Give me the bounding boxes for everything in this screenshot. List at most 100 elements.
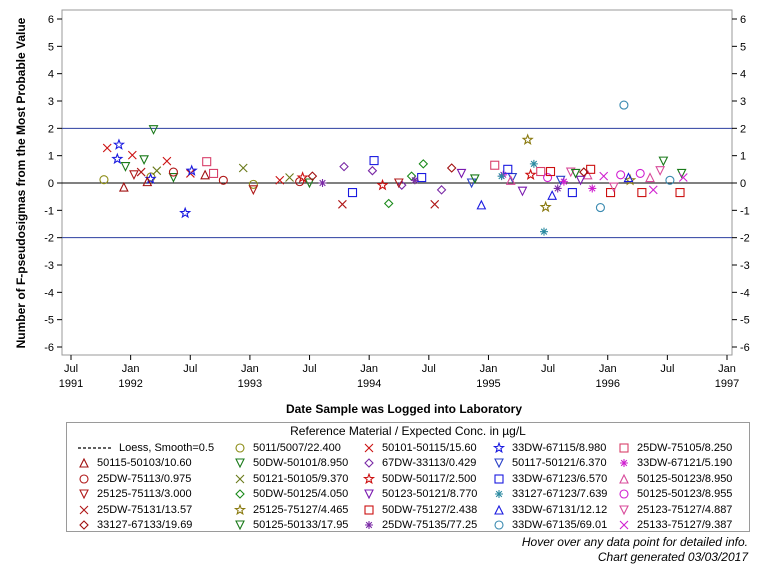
data-point[interactable] — [675, 188, 685, 198]
data-point[interactable] — [338, 199, 347, 209]
data-point[interactable] — [347, 188, 358, 198]
data-point[interactable] — [616, 170, 626, 180]
data-point[interactable] — [456, 168, 467, 179]
data-point[interactable] — [179, 206, 192, 219]
data-point[interactable] — [490, 160, 500, 170]
data-point[interactable] — [503, 164, 513, 174]
x-tick-label-month: Jul — [303, 363, 317, 375]
data-point[interactable] — [367, 165, 378, 176]
data-point[interactable] — [238, 163, 248, 173]
legend-label: 33DW-67131/12.12 — [512, 503, 608, 516]
data-point[interactable] — [285, 173, 294, 182]
data-point[interactable] — [553, 184, 562, 193]
data-point[interactable] — [588, 184, 597, 193]
legend-marker — [494, 458, 504, 469]
data-point[interactable] — [521, 133, 534, 145]
data-point[interactable] — [665, 175, 675, 185]
data-point[interactable] — [148, 125, 159, 135]
data-point[interactable] — [539, 227, 548, 236]
data-point[interactable] — [545, 166, 556, 177]
legend-label: 50121-50105/9.370 — [253, 472, 349, 485]
data-point[interactable] — [99, 175, 109, 185]
data-point[interactable] — [307, 171, 318, 181]
legend-label: 25DW-75105/8.250 — [637, 441, 733, 454]
data-point[interactable] — [605, 188, 616, 198]
data-point[interactable] — [142, 176, 153, 187]
data-point[interactable] — [536, 166, 546, 177]
data-point[interactable] — [645, 172, 655, 183]
data-point[interactable] — [139, 155, 149, 165]
data-point[interactable] — [111, 152, 124, 165]
data-point[interactable] — [648, 185, 658, 195]
data-point[interactable] — [570, 168, 581, 179]
hover-hint: Hover over any data point for detailed i… — [521, 535, 748, 549]
data-point[interactable] — [586, 164, 596, 174]
data-point[interactable] — [543, 172, 553, 183]
data-point[interactable] — [559, 177, 568, 186]
data-point[interactable] — [575, 175, 586, 186]
data-point[interactable] — [658, 156, 669, 167]
legend-item: 50DW-50101/8.950 — [231, 456, 360, 472]
legend: Reference Material / Expected Conc. in µ… — [66, 422, 750, 532]
data-point[interactable] — [200, 169, 210, 180]
data-point[interactable] — [369, 156, 379, 166]
data-point[interactable] — [102, 143, 112, 153]
data-point[interactable] — [623, 172, 634, 183]
data-point[interactable] — [127, 150, 137, 160]
data-point[interactable] — [318, 179, 327, 187]
data-point[interactable] — [599, 171, 609, 181]
data-point[interactable] — [624, 173, 637, 186]
data-point[interactable] — [539, 200, 552, 213]
data-point[interactable] — [168, 172, 179, 183]
data-point[interactable] — [619, 100, 629, 110]
data-point[interactable] — [418, 159, 429, 169]
data-point[interactable] — [304, 178, 315, 189]
data-point[interactable] — [529, 159, 538, 168]
data-point[interactable] — [202, 157, 212, 167]
data-point[interactable] — [168, 167, 178, 177]
data-point[interactable] — [567, 188, 577, 198]
data-point[interactable] — [446, 163, 457, 173]
data-point[interactable] — [655, 166, 666, 176]
data-point[interactable] — [120, 162, 131, 172]
data-point[interactable] — [436, 185, 447, 195]
data-point[interactable] — [497, 172, 506, 181]
data-point[interactable] — [152, 166, 162, 176]
data-point[interactable] — [218, 175, 228, 185]
legend-item: 33127-67133/19.69 — [75, 518, 231, 534]
data-point[interactable] — [396, 180, 407, 190]
data-point[interactable] — [339, 161, 349, 172]
data-point[interactable] — [517, 186, 528, 197]
data-point[interactable] — [136, 167, 146, 177]
data-point[interactable] — [296, 171, 309, 183]
data-point[interactable] — [430, 199, 440, 209]
data-point[interactable] — [112, 138, 126, 150]
data-point[interactable] — [248, 179, 258, 189]
data-point[interactable] — [275, 175, 285, 185]
data-point[interactable] — [547, 190, 558, 200]
data-point[interactable] — [524, 168, 537, 180]
data-point[interactable] — [393, 178, 404, 189]
data-point[interactable] — [608, 182, 619, 193]
data-point[interactable] — [505, 175, 516, 185]
data-point[interactable] — [185, 164, 198, 176]
data-point[interactable] — [579, 167, 589, 177]
data-point[interactable] — [476, 199, 487, 210]
data-point[interactable] — [678, 173, 688, 182]
data-point[interactable] — [466, 178, 477, 189]
data-point[interactable] — [376, 178, 389, 191]
data-point[interactable] — [162, 156, 172, 166]
data-point[interactable] — [248, 185, 259, 196]
data-point[interactable] — [129, 170, 139, 181]
data-point[interactable] — [637, 188, 647, 198]
data-point[interactable] — [469, 174, 480, 185]
data-point[interactable] — [410, 176, 419, 185]
legend-item: 25DW-75113/0.975 — [75, 471, 231, 487]
data-point[interactable] — [118, 181, 129, 192]
legend-label: 50115-50103/10.60 — [97, 457, 192, 470]
data-point[interactable] — [209, 168, 219, 178]
data-point[interactable] — [635, 168, 645, 178]
data-point[interactable] — [383, 198, 394, 209]
x-tick-label-month: Jan — [480, 363, 498, 375]
data-point[interactable] — [595, 203, 605, 213]
